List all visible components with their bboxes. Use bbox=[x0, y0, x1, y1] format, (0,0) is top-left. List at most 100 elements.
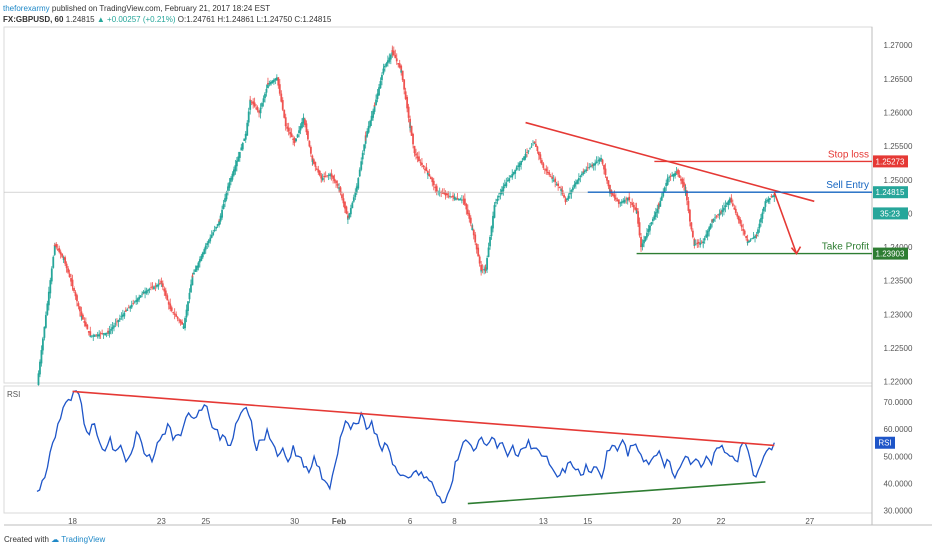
candle-body bbox=[74, 292, 77, 297]
candle-body bbox=[50, 268, 53, 282]
price-label-text: 1.24815 bbox=[876, 188, 905, 197]
last-price: 1.24815 bbox=[65, 15, 95, 24]
candle-body bbox=[768, 197, 771, 200]
candle-body bbox=[209, 237, 212, 242]
rsi-pane-border bbox=[3, 385, 873, 514]
tradingview-link[interactable]: TradingView bbox=[61, 535, 106, 544]
candle-body bbox=[583, 170, 586, 173]
time-tick-label: 23 bbox=[157, 517, 166, 526]
candle-body bbox=[354, 191, 357, 198]
candle-body bbox=[44, 315, 47, 328]
publisher-link[interactable]: theforexarmy bbox=[3, 4, 50, 13]
candle-body bbox=[426, 173, 429, 175]
candle-body bbox=[684, 189, 687, 192]
candle-body bbox=[243, 138, 246, 141]
candle-body bbox=[462, 199, 465, 201]
candle-body bbox=[554, 178, 557, 183]
candle-body bbox=[342, 198, 345, 204]
candle-body bbox=[654, 212, 657, 217]
candle-body bbox=[503, 184, 506, 187]
candle-body bbox=[634, 207, 637, 210]
candle-body bbox=[548, 172, 551, 175]
candle-body bbox=[230, 177, 232, 182]
candle-body bbox=[526, 152, 528, 154]
candle-body bbox=[187, 301, 189, 312]
candle-body bbox=[585, 169, 588, 171]
rsi-value-tag bbox=[875, 436, 895, 449]
candle-body bbox=[336, 184, 339, 186]
candle-body bbox=[355, 186, 358, 193]
candle-body bbox=[373, 105, 376, 112]
candle-body bbox=[70, 278, 72, 282]
candle-body bbox=[308, 140, 311, 147]
candle-body bbox=[185, 309, 188, 318]
candle-body bbox=[299, 126, 302, 131]
candle-body bbox=[262, 98, 265, 103]
price-label-text: 35:23 bbox=[880, 209, 901, 218]
candle-body bbox=[148, 289, 151, 290]
candle-body bbox=[699, 242, 702, 245]
candle-body bbox=[108, 330, 111, 335]
candle-body bbox=[339, 187, 342, 193]
candle-body bbox=[539, 154, 542, 160]
candle-body bbox=[734, 208, 737, 213]
candle-body bbox=[79, 306, 81, 312]
candle-body bbox=[361, 152, 364, 160]
candle-body bbox=[542, 166, 545, 168]
candle-body bbox=[204, 245, 207, 247]
candle-body bbox=[215, 226, 218, 229]
candle-body bbox=[724, 205, 727, 208]
rsi-tick-label: 50.0000 bbox=[884, 452, 913, 461]
price-tick-label: 1.22000 bbox=[884, 378, 913, 387]
candle-body bbox=[89, 335, 92, 337]
candle-body bbox=[169, 307, 172, 309]
candle-body bbox=[93, 335, 96, 337]
candle-body bbox=[348, 213, 351, 218]
candle-body bbox=[62, 259, 65, 260]
candle-body bbox=[489, 236, 491, 247]
candle-body bbox=[511, 173, 514, 178]
candle-body bbox=[737, 218, 740, 221]
candle-body bbox=[471, 228, 474, 230]
candle-body bbox=[647, 229, 650, 233]
price-tick-label: 1.23500 bbox=[884, 277, 913, 286]
candle-body bbox=[184, 318, 186, 329]
candle-body bbox=[564, 201, 567, 203]
candle-body bbox=[728, 198, 731, 201]
candle-body bbox=[426, 171, 429, 174]
candle-body bbox=[293, 141, 296, 143]
change-value: +0.00257 (+0.21%) bbox=[107, 15, 176, 24]
candle-body bbox=[557, 183, 560, 187]
candle-body bbox=[329, 174, 332, 176]
candle-body bbox=[592, 163, 595, 166]
candle-body bbox=[164, 290, 167, 296]
candle-body bbox=[697, 241, 700, 244]
close-value: C:1.24815 bbox=[294, 15, 332, 24]
candle-body bbox=[537, 151, 540, 156]
candle-body bbox=[665, 182, 668, 187]
candle-body bbox=[157, 284, 160, 287]
candle-body bbox=[646, 232, 648, 238]
candle-body bbox=[250, 101, 253, 103]
candle-body bbox=[410, 125, 413, 136]
time-tick-label: 15 bbox=[583, 517, 592, 526]
candle-body bbox=[96, 334, 99, 337]
candle-body bbox=[444, 192, 447, 195]
time-tick-label: 6 bbox=[408, 517, 413, 526]
candle-body bbox=[364, 135, 367, 137]
candle-body bbox=[324, 176, 327, 178]
candle-body bbox=[620, 201, 623, 204]
candle-body bbox=[258, 110, 260, 113]
candle-body bbox=[435, 189, 438, 192]
candle-body bbox=[304, 119, 306, 126]
candle-body bbox=[456, 198, 459, 199]
candle-body bbox=[609, 184, 611, 192]
candle-body bbox=[730, 197, 733, 203]
candle-body bbox=[515, 167, 518, 169]
candle-body bbox=[58, 248, 61, 253]
candle-body bbox=[594, 162, 597, 166]
candle-body bbox=[302, 117, 305, 120]
candle-body bbox=[379, 81, 382, 89]
candle-body bbox=[166, 295, 169, 301]
